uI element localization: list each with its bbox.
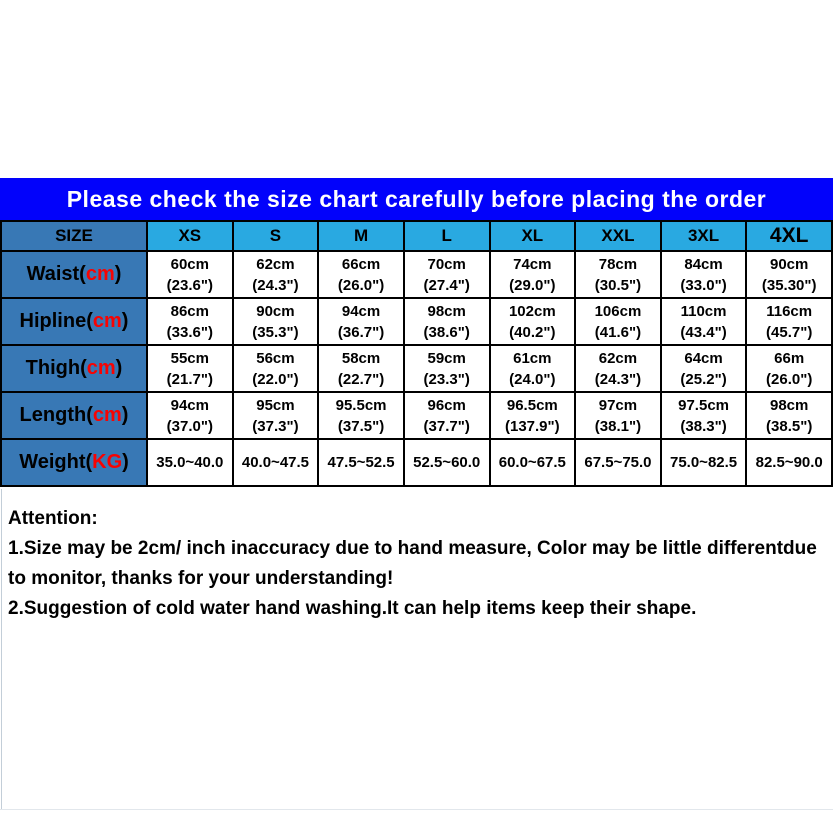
cell-weight-l: 52.5~60.0 [402, 438, 491, 487]
attention-note-2: 2.Suggestion of cold water hand washing.… [8, 598, 697, 619]
cell-weight-xl: 60.0~67.5 [488, 438, 577, 487]
attention-section: Attention: 1.Size may be 2cm/ inch inacc… [8, 504, 825, 624]
attention-note-1: 1.Size may be 2cm/ inch inaccuracy due t… [8, 538, 817, 589]
cell-hipline-xxl: 106cm (41.6") [574, 297, 662, 346]
cell-thigh-m: 58cm (22.7") [317, 344, 405, 393]
row-label-waist: Waist(cm) [0, 250, 148, 299]
cell-thigh-s: 56cm (22.0") [231, 344, 320, 393]
size-header-row: SIZE XS S M L XL XXL 3XL 4XL [0, 220, 833, 252]
column-header-xs: XS [146, 220, 234, 252]
table-row-weight: Weight(KG) 35.0~40.0 40.0~47.5 47.5~52.5 52.… [0, 438, 833, 487]
cell-hipline-4xl: 116cm (45.7") [745, 297, 833, 346]
column-header-xxl: XXL [574, 220, 662, 252]
cell-length-xl: 96.5cm (137.9") [488, 391, 577, 440]
column-header-3xl: 3XL [659, 220, 748, 252]
cell-waist-4xl: 90cm (35.30") [745, 250, 833, 299]
column-header-size: SIZE [0, 220, 148, 252]
cell-waist-3xl: 84cm (33.0") [659, 250, 748, 299]
banner-title: Please check the size chart carefully be… [66, 185, 767, 212]
row-label-unit: cm [92, 310, 122, 332]
cell-length-xs: 94cm (37.0") [146, 391, 234, 440]
cell-thigh-xxl: 62cm (24.3") [574, 344, 662, 393]
attention-heading: Attention: [8, 508, 98, 529]
cell-hipline-m: 94cm (36.7") [317, 297, 405, 346]
cell-waist-s: 62cm (24.3") [231, 250, 320, 299]
cell-length-s: 95cm (37.3") [231, 391, 320, 440]
cell-thigh-4xl: 66m (26.0") [745, 344, 833, 393]
page-edge-line-vertical [1, 489, 2, 809]
cell-thigh-3xl: 64cm (25.2") [659, 344, 748, 393]
cell-thigh-xs: 55cm (21.7") [146, 344, 234, 393]
size-chart-table: SIZE XS S M L XL XXL 3XL 4XL Waist(cm) 60cm (23.6"… [0, 220, 833, 487]
cell-weight-3xl: 75.0~82.5 [659, 438, 748, 487]
cell-waist-m: 66cm (26.0") [317, 250, 405, 299]
cell-length-3xl: 97.5cm (38.3") [659, 391, 748, 440]
cell-weight-xxl: 67.5~75.0 [574, 438, 662, 487]
cell-length-l: 96cm (37.7") [402, 391, 491, 440]
cell-waist-xxl: 78cm (30.5") [574, 250, 662, 299]
table-row-waist: Waist(cm) 60cm (23.6") 62cm (24.3") 66cm (26.0… [0, 250, 833, 299]
row-label-unit: KG [92, 451, 123, 473]
cell-weight-m: 47.5~52.5 [317, 438, 405, 487]
size-chart-banner: Please check the size chart carefully be… [0, 178, 833, 220]
cell-length-xxl: 97cm (38.1") [574, 391, 662, 440]
cell-weight-4xl: 82.5~90.0 [745, 438, 833, 487]
cell-hipline-l: 98cm (38.6") [402, 297, 491, 346]
table-row-thigh: Thigh(cm) 55cm (21.7") 56cm (22.0") 58cm (22.7… [0, 344, 833, 393]
row-label-length: Length(cm) [0, 391, 148, 440]
row-label-unit: cm [86, 357, 116, 379]
cell-waist-l: 70cm (27.4") [402, 250, 491, 299]
cell-thigh-xl: 61cm (24.0") [488, 344, 577, 393]
table-row-hipline: Hipline(cm) 86cm (33.6") 90cm (35.3") 94cm (36… [0, 297, 833, 346]
cell-hipline-xl: 102cm (40.2") [488, 297, 577, 346]
row-label-unit: cm [92, 404, 122, 426]
cell-hipline-s: 90cm (35.3") [231, 297, 320, 346]
cell-weight-xs: 35.0~40.0 [146, 438, 234, 487]
cell-waist-xl: 74cm (29.0") [488, 250, 577, 299]
column-header-l: L [402, 220, 491, 252]
cell-thigh-l: 59cm (23.3") [402, 344, 491, 393]
column-header-m: M [317, 220, 405, 252]
column-header-xl: XL [488, 220, 577, 252]
column-header-s: S [231, 220, 320, 252]
column-header-4xl: 4XL [745, 220, 833, 252]
row-label-thigh: Thigh(cm) [0, 344, 148, 393]
cell-hipline-3xl: 110cm (43.4") [659, 297, 748, 346]
cell-hipline-xs: 86cm (33.6") [146, 297, 234, 346]
row-label-unit: cm [85, 263, 115, 285]
page-edge-line-horizontal [0, 809, 833, 810]
row-label-weight: Weight(KG) [0, 438, 148, 487]
cell-waist-xs: 60cm (23.6") [146, 250, 234, 299]
cell-length-m: 95.5cm (37.5") [317, 391, 405, 440]
cell-length-4xl: 98cm (38.5") [745, 391, 833, 440]
cell-weight-s: 40.0~47.5 [231, 438, 320, 487]
row-label-hipline: Hipline(cm) [0, 297, 148, 346]
table-row-length: Length(cm) 94cm (37.0") 95cm (37.3") 95.5cm (3… [0, 391, 833, 440]
